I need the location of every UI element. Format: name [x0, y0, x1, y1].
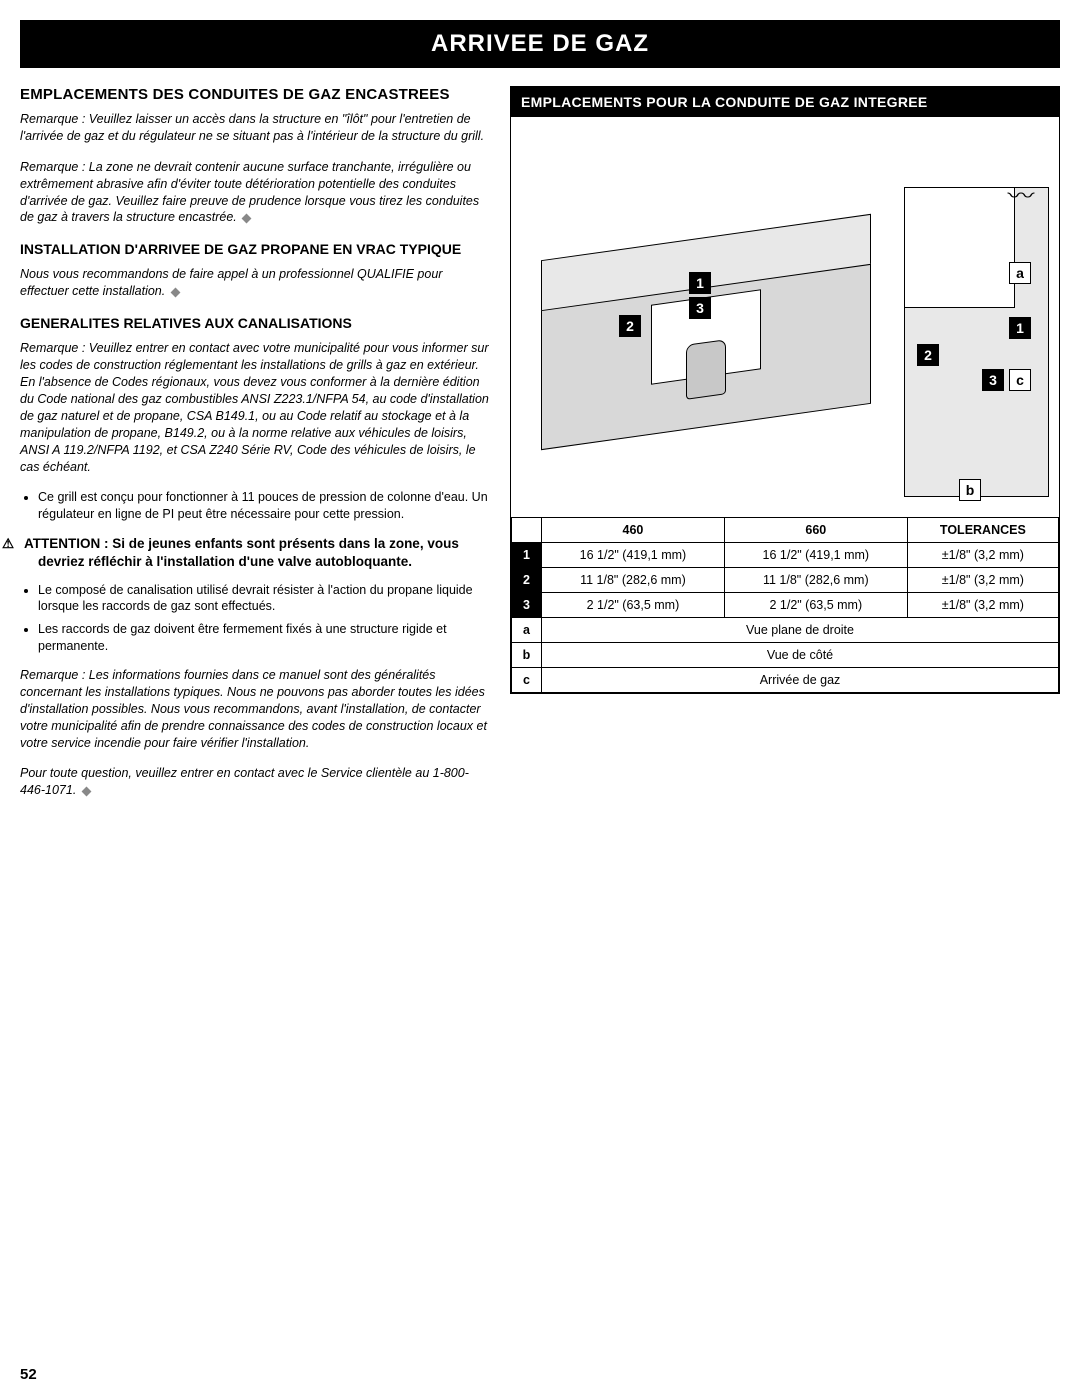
cell: 2 1/2" (63,5 mm) [542, 593, 725, 618]
diagram-side-inner [905, 188, 1015, 308]
bullet-pressure: Ce grill est conçu pour fonctionner à 11… [38, 489, 490, 523]
table-row: b Vue de côté [512, 643, 1059, 668]
row-label: b [512, 643, 542, 668]
bullet-fittings: Les raccords de gaz doivent être fermeme… [38, 621, 490, 655]
table-row: c Arrivée de gaz [512, 668, 1059, 693]
callout-3-side: 3 [982, 369, 1004, 391]
callout-1-side: 1 [1009, 317, 1031, 339]
cell: 11 1/8" (282,6 mm) [542, 568, 725, 593]
callout-b: b [959, 479, 981, 501]
note-contact: Pour toute question, veuillez entrer en … [20, 765, 490, 799]
table-row: 3 2 1/2" (63,5 mm) 2 1/2" (63,5 mm) ±1/8… [512, 593, 1059, 618]
cell-span: Vue plane de droite [542, 618, 1059, 643]
row-label: 3 [512, 593, 542, 618]
diagram-box: EMPLACEMENTS POUR LA CONDUITE DE GAZ INT… [510, 86, 1060, 694]
note-access: Remarque : Veuillez laisser un accès dan… [20, 111, 490, 145]
note-general-info: Remarque : Les informations fournies dan… [20, 667, 490, 751]
cell: 2 1/2" (63,5 mm) [724, 593, 907, 618]
bullet-compound: Le composé de canalisation utilisé devra… [38, 582, 490, 616]
bullet-list-2: Le composé de canalisation utilisé devra… [20, 582, 490, 656]
cell: 11 1/8" (282,6 mm) [724, 568, 907, 593]
heading-conduits: EMPLACEMENTS DES CONDUITES DE GAZ ENCAST… [20, 86, 490, 103]
th-460: 460 [542, 518, 725, 543]
right-column: EMPLACEMENTS POUR LA CONDUITE DE GAZ INT… [510, 86, 1060, 813]
heading-install-propane: INSTALLATION D'ARRIVEE DE GAZ PROPANE EN… [20, 240, 490, 258]
th-blank [512, 518, 542, 543]
note-codes: Remarque : Veuillez entrer en contact av… [20, 340, 490, 475]
callout-2-side: 2 [917, 344, 939, 366]
table-row: a Vue plane de droite [512, 618, 1059, 643]
callout-3-iso: 3 [689, 297, 711, 319]
cell: ±1/8" (3,2 mm) [907, 593, 1058, 618]
cell-span: Vue de côté [542, 643, 1059, 668]
diagram-area: 〰 1 3 2 a 1 2 3 c b [511, 117, 1059, 517]
left-column: EMPLACEMENTS DES CONDUITES DE GAZ ENCAST… [20, 86, 490, 813]
diamond-icon [170, 287, 180, 297]
diamond-icon [242, 213, 252, 223]
attention-warning: ⚠ATTENTION : Si de jeunes enfants sont p… [38, 535, 490, 571]
th-660: 660 [724, 518, 907, 543]
th-tolerances: TOLERANCES [907, 518, 1058, 543]
two-column-layout: EMPLACEMENTS DES CONDUITES DE GAZ ENCAST… [20, 86, 1060, 813]
callout-c: c [1009, 369, 1031, 391]
note-professional: Nous vous recommandons de faire appel à … [20, 266, 490, 300]
row-label: a [512, 618, 542, 643]
diagram-tank [686, 339, 726, 400]
callout-2-iso: 2 [619, 315, 641, 337]
break-mark-icon: 〰 [1008, 182, 1035, 208]
cell: 16 1/2" (419,1 mm) [542, 543, 725, 568]
page-title: ARRIVEE DE GAZ [20, 20, 1060, 68]
note-surface: Remarque : La zone ne devrait contenir a… [20, 159, 490, 227]
row-label: 2 [512, 568, 542, 593]
row-label: 1 [512, 543, 542, 568]
cell: ±1/8" (3,2 mm) [907, 543, 1058, 568]
diamond-icon [81, 786, 91, 796]
cell-span: Arrivée de gaz [542, 668, 1059, 693]
cell: ±1/8" (3,2 mm) [907, 568, 1058, 593]
table-row: 2 11 1/8" (282,6 mm) 11 1/8" (282,6 mm) … [512, 568, 1059, 593]
page-number: 52 [20, 1366, 37, 1383]
cell: 16 1/2" (419,1 mm) [724, 543, 907, 568]
spec-table: 460 660 TOLERANCES 1 16 1/2" (419,1 mm) … [511, 517, 1059, 693]
diagram-title: EMPLACEMENTS POUR LA CONDUITE DE GAZ INT… [511, 87, 1059, 117]
callout-a: a [1009, 262, 1031, 284]
table-row: 1 16 1/2" (419,1 mm) 16 1/2" (419,1 mm) … [512, 543, 1059, 568]
row-label: c [512, 668, 542, 693]
diagram-side-view: 〰 [904, 187, 1049, 497]
heading-generalites: GENERALITES RELATIVES AUX CANALISATIONS [20, 314, 490, 332]
callout-1-iso: 1 [689, 272, 711, 294]
bullet-list-1: Ce grill est conçu pour fonctionner à 11… [20, 489, 490, 523]
